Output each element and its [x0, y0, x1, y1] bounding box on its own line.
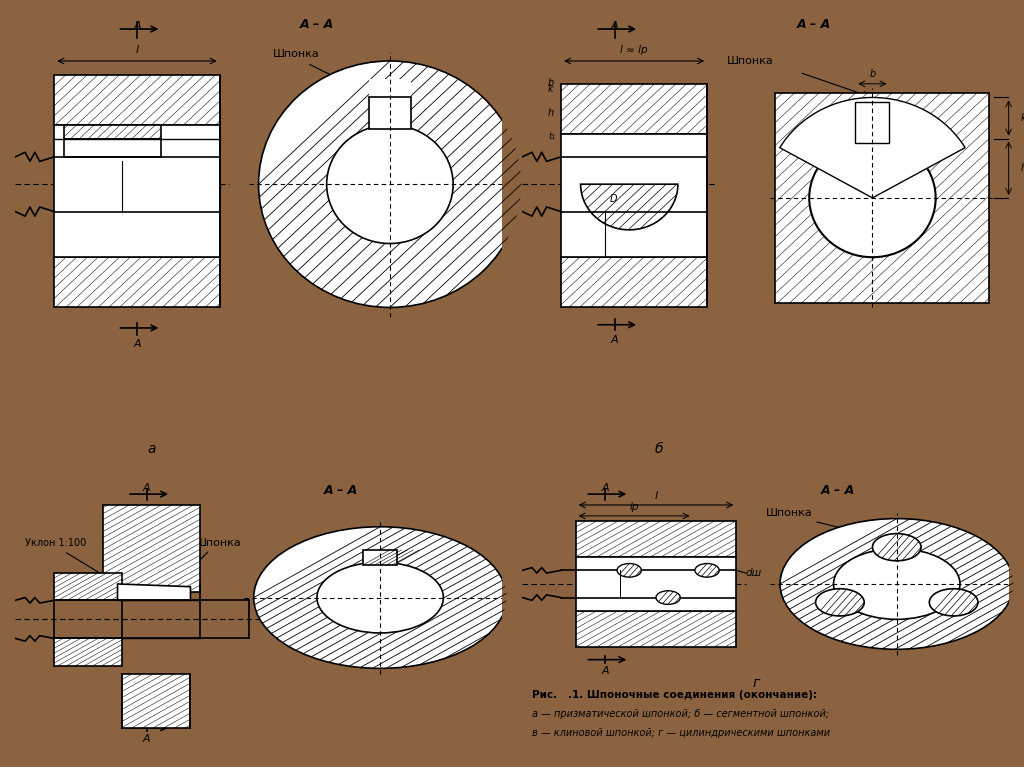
- Circle shape: [317, 562, 443, 633]
- Text: l: l: [654, 492, 657, 502]
- Bar: [118, 587, 190, 601]
- Text: в — клиновой шпонкой; г — цилиндрическими шпонками: в — клиновой шпонкой; г — цилиндрическим…: [532, 729, 830, 739]
- Circle shape: [327, 125, 453, 244]
- Text: Рис.   .1. Шпоночные соединения (окончание):: Рис. .1. Шпоночные соединения (окончание…: [532, 690, 817, 700]
- Circle shape: [254, 527, 507, 668]
- Text: l ≈ lр: l ≈ lр: [621, 45, 648, 55]
- Text: А: А: [133, 21, 140, 31]
- Text: d: d: [601, 232, 608, 242]
- Text: а — призматической шпонкой; б — сегментной шпонкой;: а — призматической шпонкой; б — сегментн…: [532, 709, 829, 719]
- Bar: [370, 97, 411, 130]
- Bar: [54, 125, 219, 257]
- Wedge shape: [780, 97, 965, 198]
- Bar: [370, 79, 411, 97]
- Bar: [63, 139, 162, 156]
- Text: b: b: [869, 69, 876, 79]
- Polygon shape: [123, 673, 190, 729]
- Text: А – А: А – А: [797, 18, 831, 31]
- Text: А: А: [611, 334, 618, 345]
- Bar: [855, 102, 890, 143]
- Polygon shape: [118, 584, 190, 601]
- Circle shape: [617, 564, 641, 577]
- Text: Шпонка: Шпонка: [766, 508, 812, 518]
- Circle shape: [258, 61, 521, 308]
- Text: t₁: t₁: [548, 132, 555, 141]
- Polygon shape: [575, 611, 736, 647]
- Bar: [575, 557, 736, 611]
- Text: Уклон 1:100: Уклон 1:100: [25, 538, 86, 548]
- Text: D: D: [610, 195, 617, 205]
- Circle shape: [809, 139, 936, 257]
- Text: l: l: [135, 45, 138, 55]
- Text: а: а: [147, 443, 156, 456]
- Text: d: d: [119, 195, 126, 205]
- Text: Шпонка: Шпонка: [727, 56, 773, 66]
- Circle shape: [930, 589, 978, 616]
- Text: А: А: [611, 21, 618, 31]
- Text: lр: lр: [630, 502, 639, 512]
- Text: А: А: [133, 339, 140, 349]
- Text: k: k: [548, 84, 554, 94]
- Polygon shape: [775, 93, 989, 303]
- Circle shape: [834, 548, 961, 620]
- Circle shape: [872, 534, 922, 561]
- Polygon shape: [54, 74, 220, 125]
- Text: d: d: [616, 587, 623, 597]
- Circle shape: [780, 518, 1014, 650]
- Polygon shape: [561, 257, 707, 308]
- Polygon shape: [102, 505, 201, 592]
- Text: А: А: [143, 482, 151, 492]
- Text: г: г: [752, 676, 760, 690]
- Circle shape: [656, 591, 680, 604]
- Text: А: А: [601, 482, 608, 492]
- Text: b: b: [387, 60, 393, 70]
- Text: dш: dш: [745, 568, 762, 578]
- Text: h: h: [548, 108, 554, 118]
- Text: А – А: А – А: [821, 484, 855, 497]
- Polygon shape: [54, 638, 123, 666]
- Text: Шпонка: Шпонка: [196, 538, 242, 548]
- Text: А: А: [143, 734, 151, 744]
- Polygon shape: [63, 125, 162, 139]
- Bar: [590, 156, 668, 212]
- Text: b: b: [548, 78, 554, 88]
- Text: h: h: [1021, 163, 1024, 173]
- Text: k: k: [1021, 113, 1024, 123]
- Polygon shape: [54, 573, 123, 601]
- Bar: [561, 134, 707, 257]
- Polygon shape: [575, 522, 736, 557]
- Polygon shape: [54, 257, 220, 308]
- Bar: [364, 550, 397, 565]
- Polygon shape: [581, 184, 678, 230]
- Circle shape: [695, 564, 719, 577]
- Text: б: б: [654, 443, 663, 456]
- Polygon shape: [561, 84, 707, 134]
- Text: А – А: А – А: [325, 484, 358, 497]
- Text: А – А: А – А: [300, 18, 334, 31]
- Circle shape: [815, 589, 864, 616]
- Text: А: А: [601, 666, 608, 676]
- Text: Шпонка: Шпонка: [273, 49, 319, 59]
